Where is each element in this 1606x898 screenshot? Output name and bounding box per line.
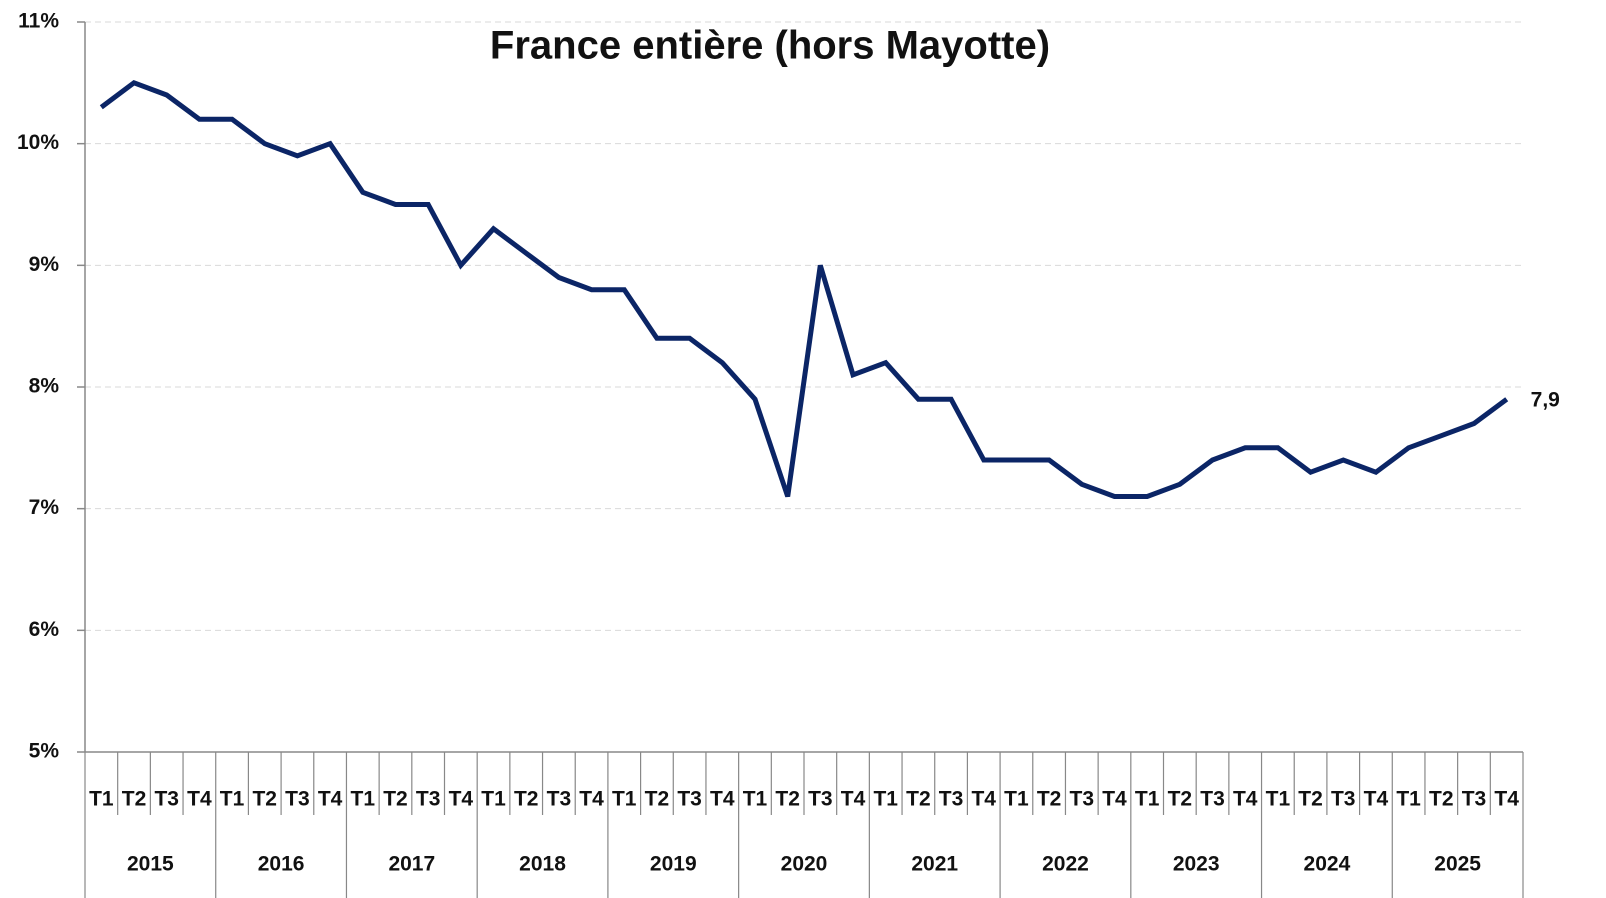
x-group-label: 2015 [127,853,174,876]
x-tick-label: T4 [1102,788,1127,811]
x-tick-label: T3 [677,788,702,811]
x-tick-label: T1 [1266,788,1291,811]
x-tick-label: T4 [579,788,604,811]
x-tick-label: T2 [122,788,147,811]
x-tick-label: T4 [841,788,866,811]
x-tick-label: T1 [220,788,245,811]
x-tick-label: T2 [775,788,800,811]
x-tick-label: T4 [710,788,735,811]
x-group-label: 2023 [1173,853,1220,876]
x-tick-label: T3 [416,788,441,811]
chart-title: France entière (hors Mayotte) [490,24,1050,68]
x-group-label: 2022 [1042,853,1089,876]
x-tick-label: T2 [645,788,670,811]
x-tick-label: T1 [743,788,768,811]
x-tick-label: T4 [1233,788,1258,811]
x-tick-label: T1 [1135,788,1160,811]
x-tick-label: T1 [89,788,114,811]
data-label: 7,9 [1531,389,1560,412]
x-tick-label: T2 [514,788,539,811]
y-tick-label: 8% [29,375,60,398]
x-group-label: 2016 [258,853,305,876]
x-tick-label: T1 [873,788,898,811]
x-tick-label: T2 [1168,788,1193,811]
x-tick-label: T3 [1200,788,1225,811]
data-line [99,79,1509,499]
x-tick-label: T2 [1429,788,1454,811]
x-tick-label: T2 [1298,788,1323,811]
y-tick-label: 7% [29,496,60,519]
x-group-label: 2021 [911,853,958,876]
x-tick-label: T1 [351,788,376,811]
x-tick-label: T3 [1331,788,1356,811]
x-tick-label: T4 [1364,788,1389,811]
x-tick-label: T4 [1494,788,1519,811]
x-tick-label: T4 [187,788,212,811]
x-tick-label: T3 [285,788,310,811]
x-tick-label: T2 [383,788,408,811]
y-tick-label: 9% [29,253,60,276]
x-group-label: 2024 [1304,853,1351,876]
x-tick-label: T2 [1037,788,1062,811]
x-tick-label: T3 [808,788,833,811]
y-tick-label: 10% [17,131,59,154]
x-tick-label: T1 [1396,788,1421,811]
x-tick-label: T3 [1462,788,1487,811]
x-tick-label: T3 [547,788,572,811]
x-group-label: 2019 [650,853,697,876]
x-tick-label: T1 [1004,788,1029,811]
x-tick-label: T1 [481,788,506,811]
y-tick-label: 6% [29,618,60,641]
x-tick-label: T3 [939,788,964,811]
x-group-label: 2025 [1434,853,1481,876]
x-tick-label: T2 [252,788,277,811]
x-tick-label: T1 [612,788,637,811]
y-tick-label: 5% [29,740,60,763]
x-tick-label: T4 [971,788,996,811]
y-tick-label: 11% [18,10,59,33]
x-tick-label: T4 [449,788,474,811]
x-group-label: 2017 [388,853,435,876]
x-tick-label: T4 [318,788,343,811]
x-tick-label: T3 [154,788,179,811]
x-group-label: 2020 [781,853,828,876]
x-tick-label: T2 [906,788,931,811]
x-tick-label: T3 [1070,788,1095,811]
x-group-label: 2018 [519,853,566,876]
